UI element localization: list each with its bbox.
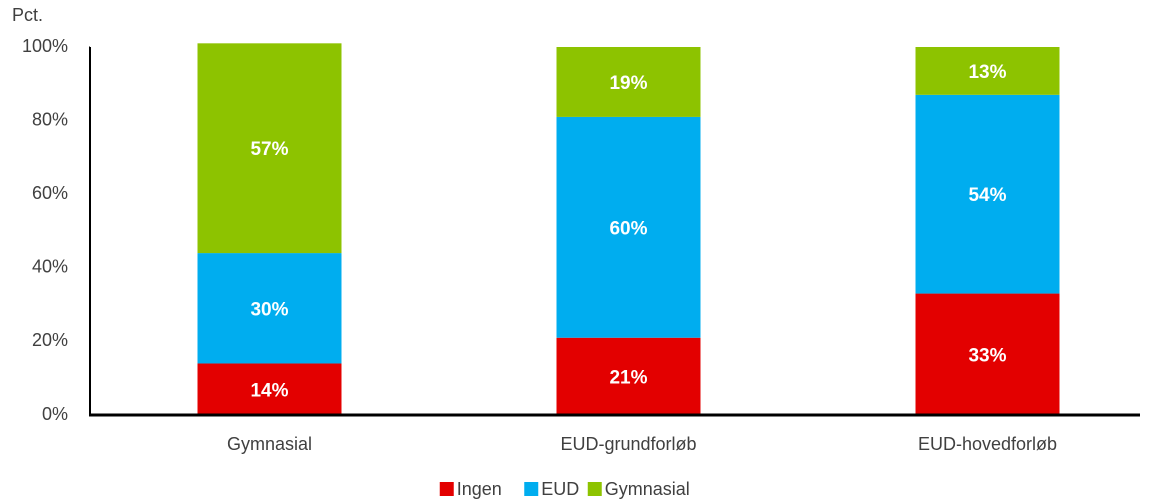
bar-segment [197,363,342,415]
y-tick-label: 0% [42,404,68,424]
x-tick-label: EUD-hovedforløb [918,434,1057,454]
value-label: 60% [609,218,647,239]
bar-segment [197,253,342,364]
y-tick-label: 60% [32,183,68,203]
bar-segment [556,116,701,338]
y-tick-label: 40% [32,257,68,277]
legend-swatch [524,482,539,496]
x-tick-label: Gymnasial [227,434,312,454]
bar-segment [556,47,701,117]
bar-segment [556,337,701,415]
value-label: 21% [609,367,647,388]
x-tick-label: EUD-grundforløb [560,434,696,454]
legend-swatch [587,482,602,496]
y-tick-label: 80% [32,109,68,129]
value-label: 14% [250,380,288,401]
value-label: 13% [968,62,1006,83]
value-label: 19% [609,73,647,94]
bar-segment [915,94,1060,294]
legend-label: EUD [541,479,579,499]
value-label: 33% [968,345,1006,366]
legend-swatch [439,482,454,496]
value-label: 54% [968,185,1006,206]
y-axis-label: Pct. [12,5,43,25]
legend-label: Ingen [457,479,502,499]
bar-segment [915,47,1060,95]
y-tick-label: 20% [32,330,68,350]
y-tick-label: 100% [22,36,68,56]
value-label: 30% [250,299,288,320]
bar-segment [197,43,342,254]
legend-label: Gymnasial [605,479,690,499]
bar-segment [915,293,1060,415]
value-label: 57% [250,139,288,160]
